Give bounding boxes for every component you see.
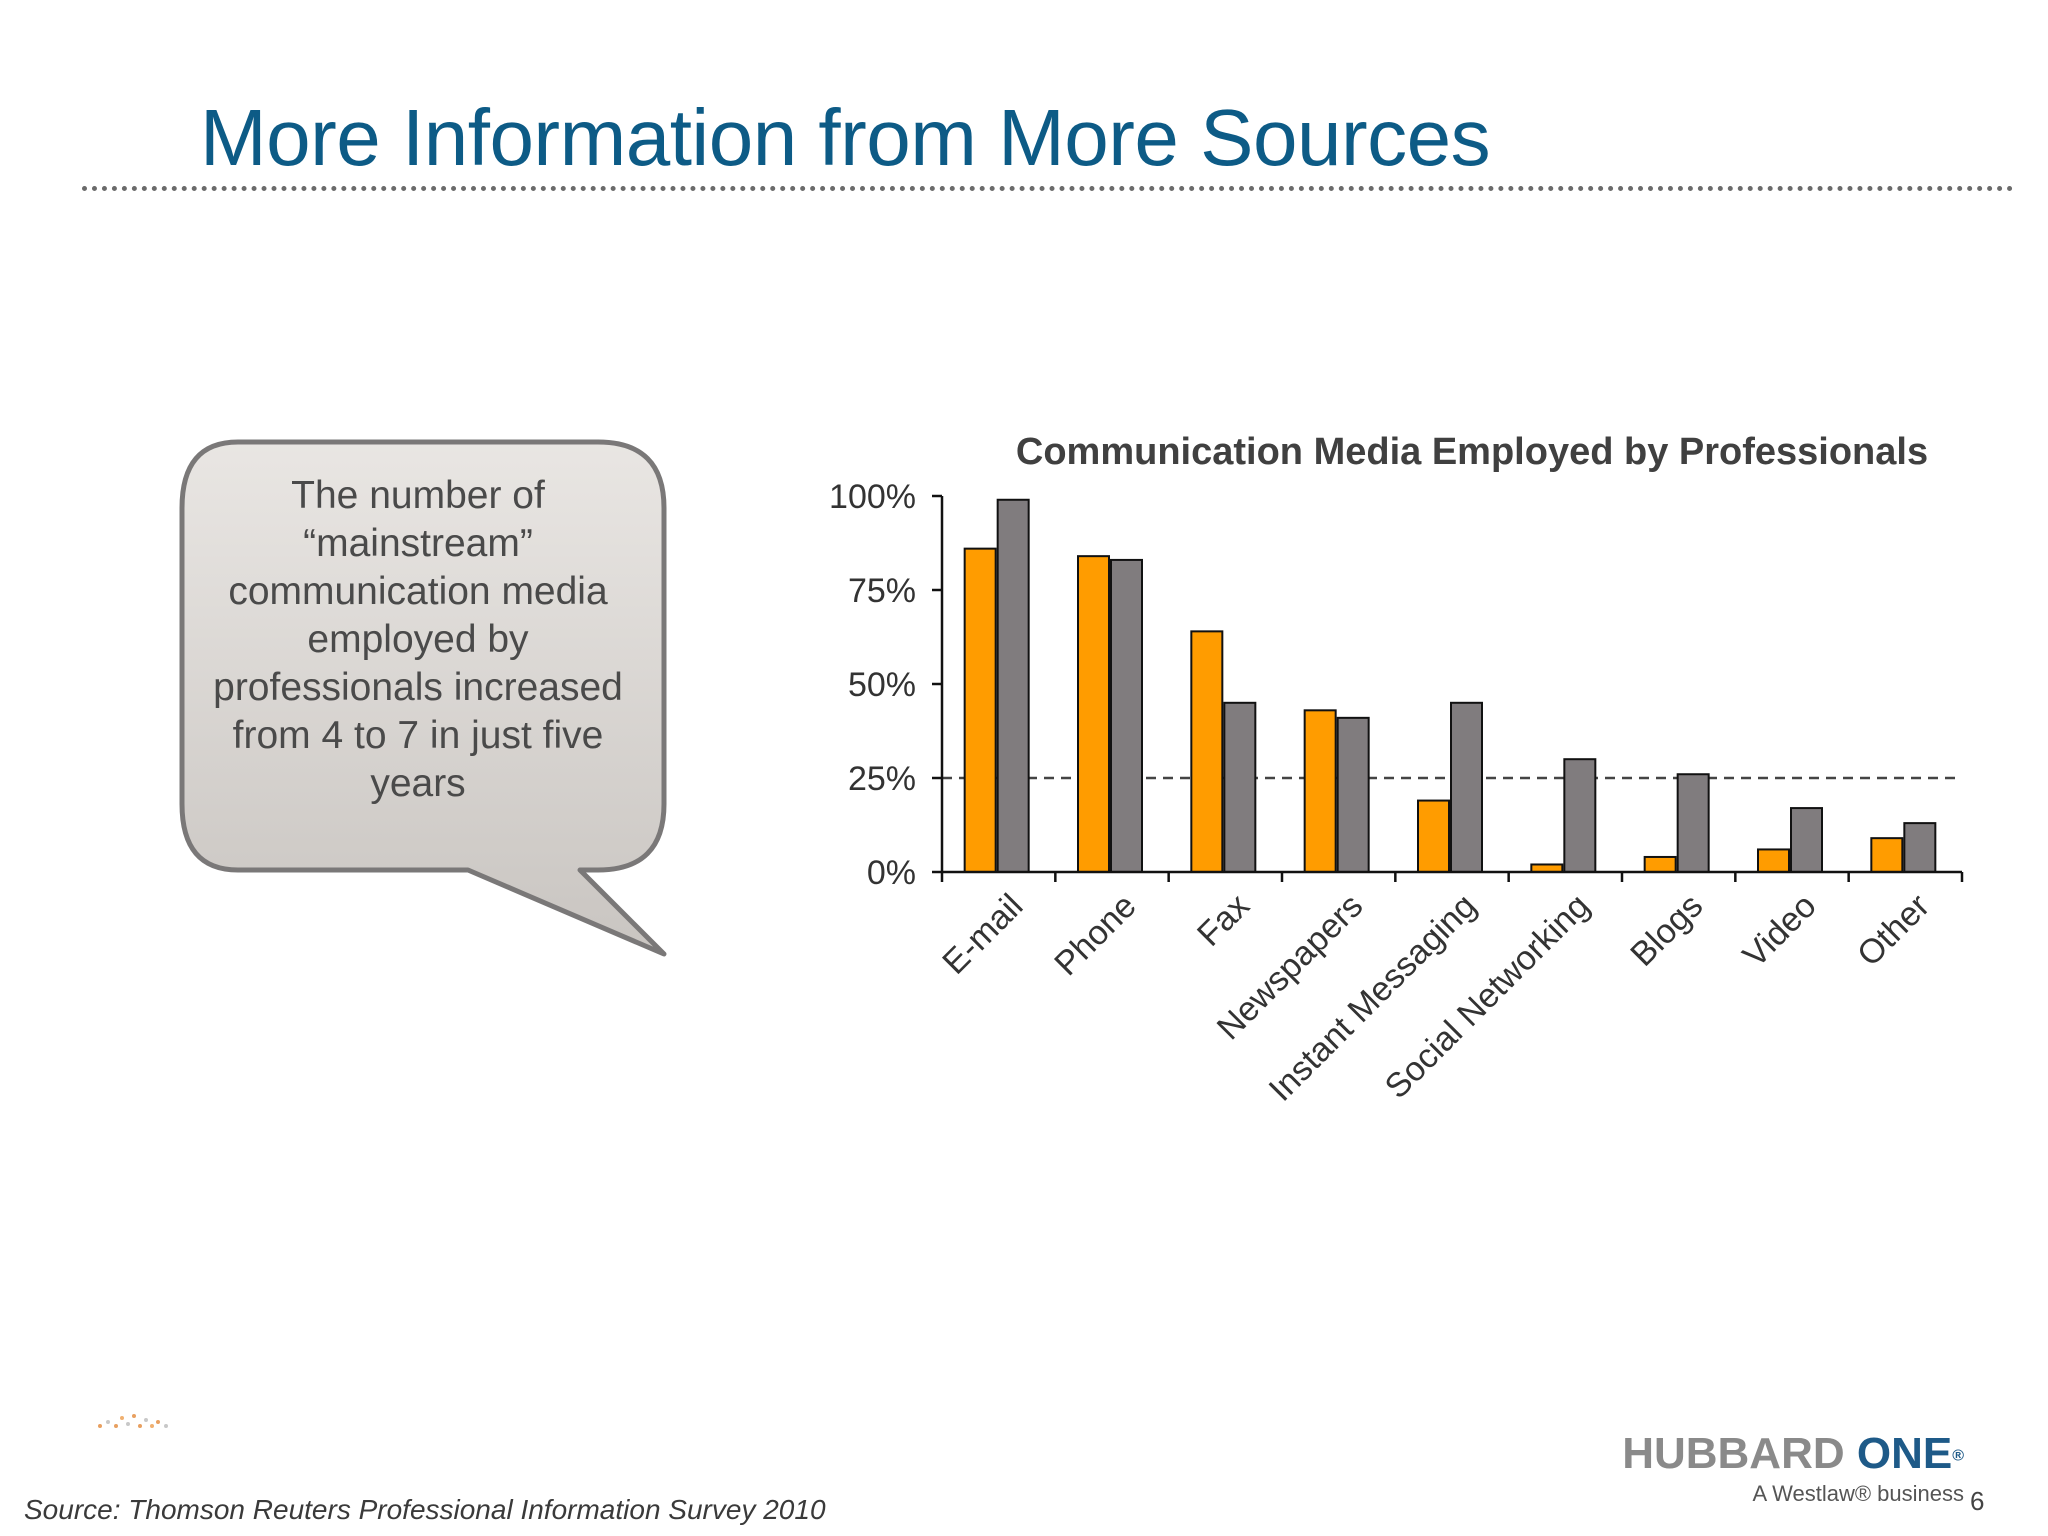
- bar-series2-fax: [1223, 701, 1257, 873]
- x-tick-label-fax: Fax: [1190, 887, 1257, 954]
- bar-series1-video: [1757, 848, 1790, 874]
- bar-series1-blogs: [1643, 855, 1677, 874]
- brand-name-hubbard: HUBBARD: [1622, 1429, 1857, 1478]
- bar-series2-social-networking: [1563, 758, 1597, 874]
- y-tick-label-0: 0%: [867, 854, 916, 892]
- y-tick-label-100: 100%: [829, 478, 916, 516]
- x-tick-label-social-networking: Social Networking: [1378, 887, 1597, 1106]
- slide-title: More Information from More Sources: [200, 93, 1491, 182]
- page-number: 6: [1970, 1486, 1985, 1516]
- brand-registered-mark: ®: [1952, 1447, 1964, 1465]
- bar-series2-e-mail: [996, 498, 1030, 873]
- x-tick-label-blogs: Blogs: [1623, 887, 1710, 974]
- y-tick-label-25: 25%: [848, 760, 916, 798]
- bar-series1-e-mail: [963, 547, 997, 873]
- bar-series2-newspapers: [1336, 716, 1370, 874]
- x-tick-label-phone: Phone: [1047, 887, 1143, 983]
- bar-series2-other: [1903, 822, 1937, 873]
- title-divider: [82, 186, 2014, 191]
- bar-series2-blogs: [1676, 773, 1710, 873]
- x-tick-label-instant-messaging: Instant Messaging: [1262, 887, 1484, 1109]
- x-tick-label-video: Video: [1736, 887, 1824, 975]
- callout-text: The number of “mainstream” communication…: [213, 474, 623, 805]
- y-tick-label-50: 50%: [848, 666, 916, 704]
- brand-name: HUBBARD ONE®: [1620, 1430, 1964, 1480]
- bar-series2-phone: [1110, 558, 1143, 873]
- bar-series1-other: [1870, 837, 1904, 873]
- chart-title: Communication Media Employed by Professi…: [1016, 431, 1928, 473]
- bar-series1-newspapers: [1303, 709, 1337, 873]
- x-tick-label-other: Other: [1850, 887, 1937, 974]
- logo-dots-icon: [98, 1414, 168, 1428]
- y-tick-label-75: 75%: [848, 572, 916, 610]
- brand-name-one: ONE: [1856, 1429, 1953, 1478]
- source-citation: Source: Thomson Reuters Professional Inf…: [24, 1494, 826, 1525]
- brand-logo: HUBBARD ONE® A Westlaw® business: [1620, 1430, 1964, 1507]
- bar-series1-fax: [1190, 630, 1224, 873]
- brand-tagline: A Westlaw® business: [1752, 1481, 1964, 1507]
- bar-series2-video: [1790, 807, 1823, 874]
- bar-series2-instant-messaging: [1450, 701, 1483, 873]
- bar-series1-phone: [1077, 555, 1110, 873]
- bar-series1-instant-messaging: [1417, 799, 1450, 873]
- callout-bubble: [179, 439, 667, 957]
- x-tick-label-e-mail: E-mail: [935, 887, 1030, 982]
